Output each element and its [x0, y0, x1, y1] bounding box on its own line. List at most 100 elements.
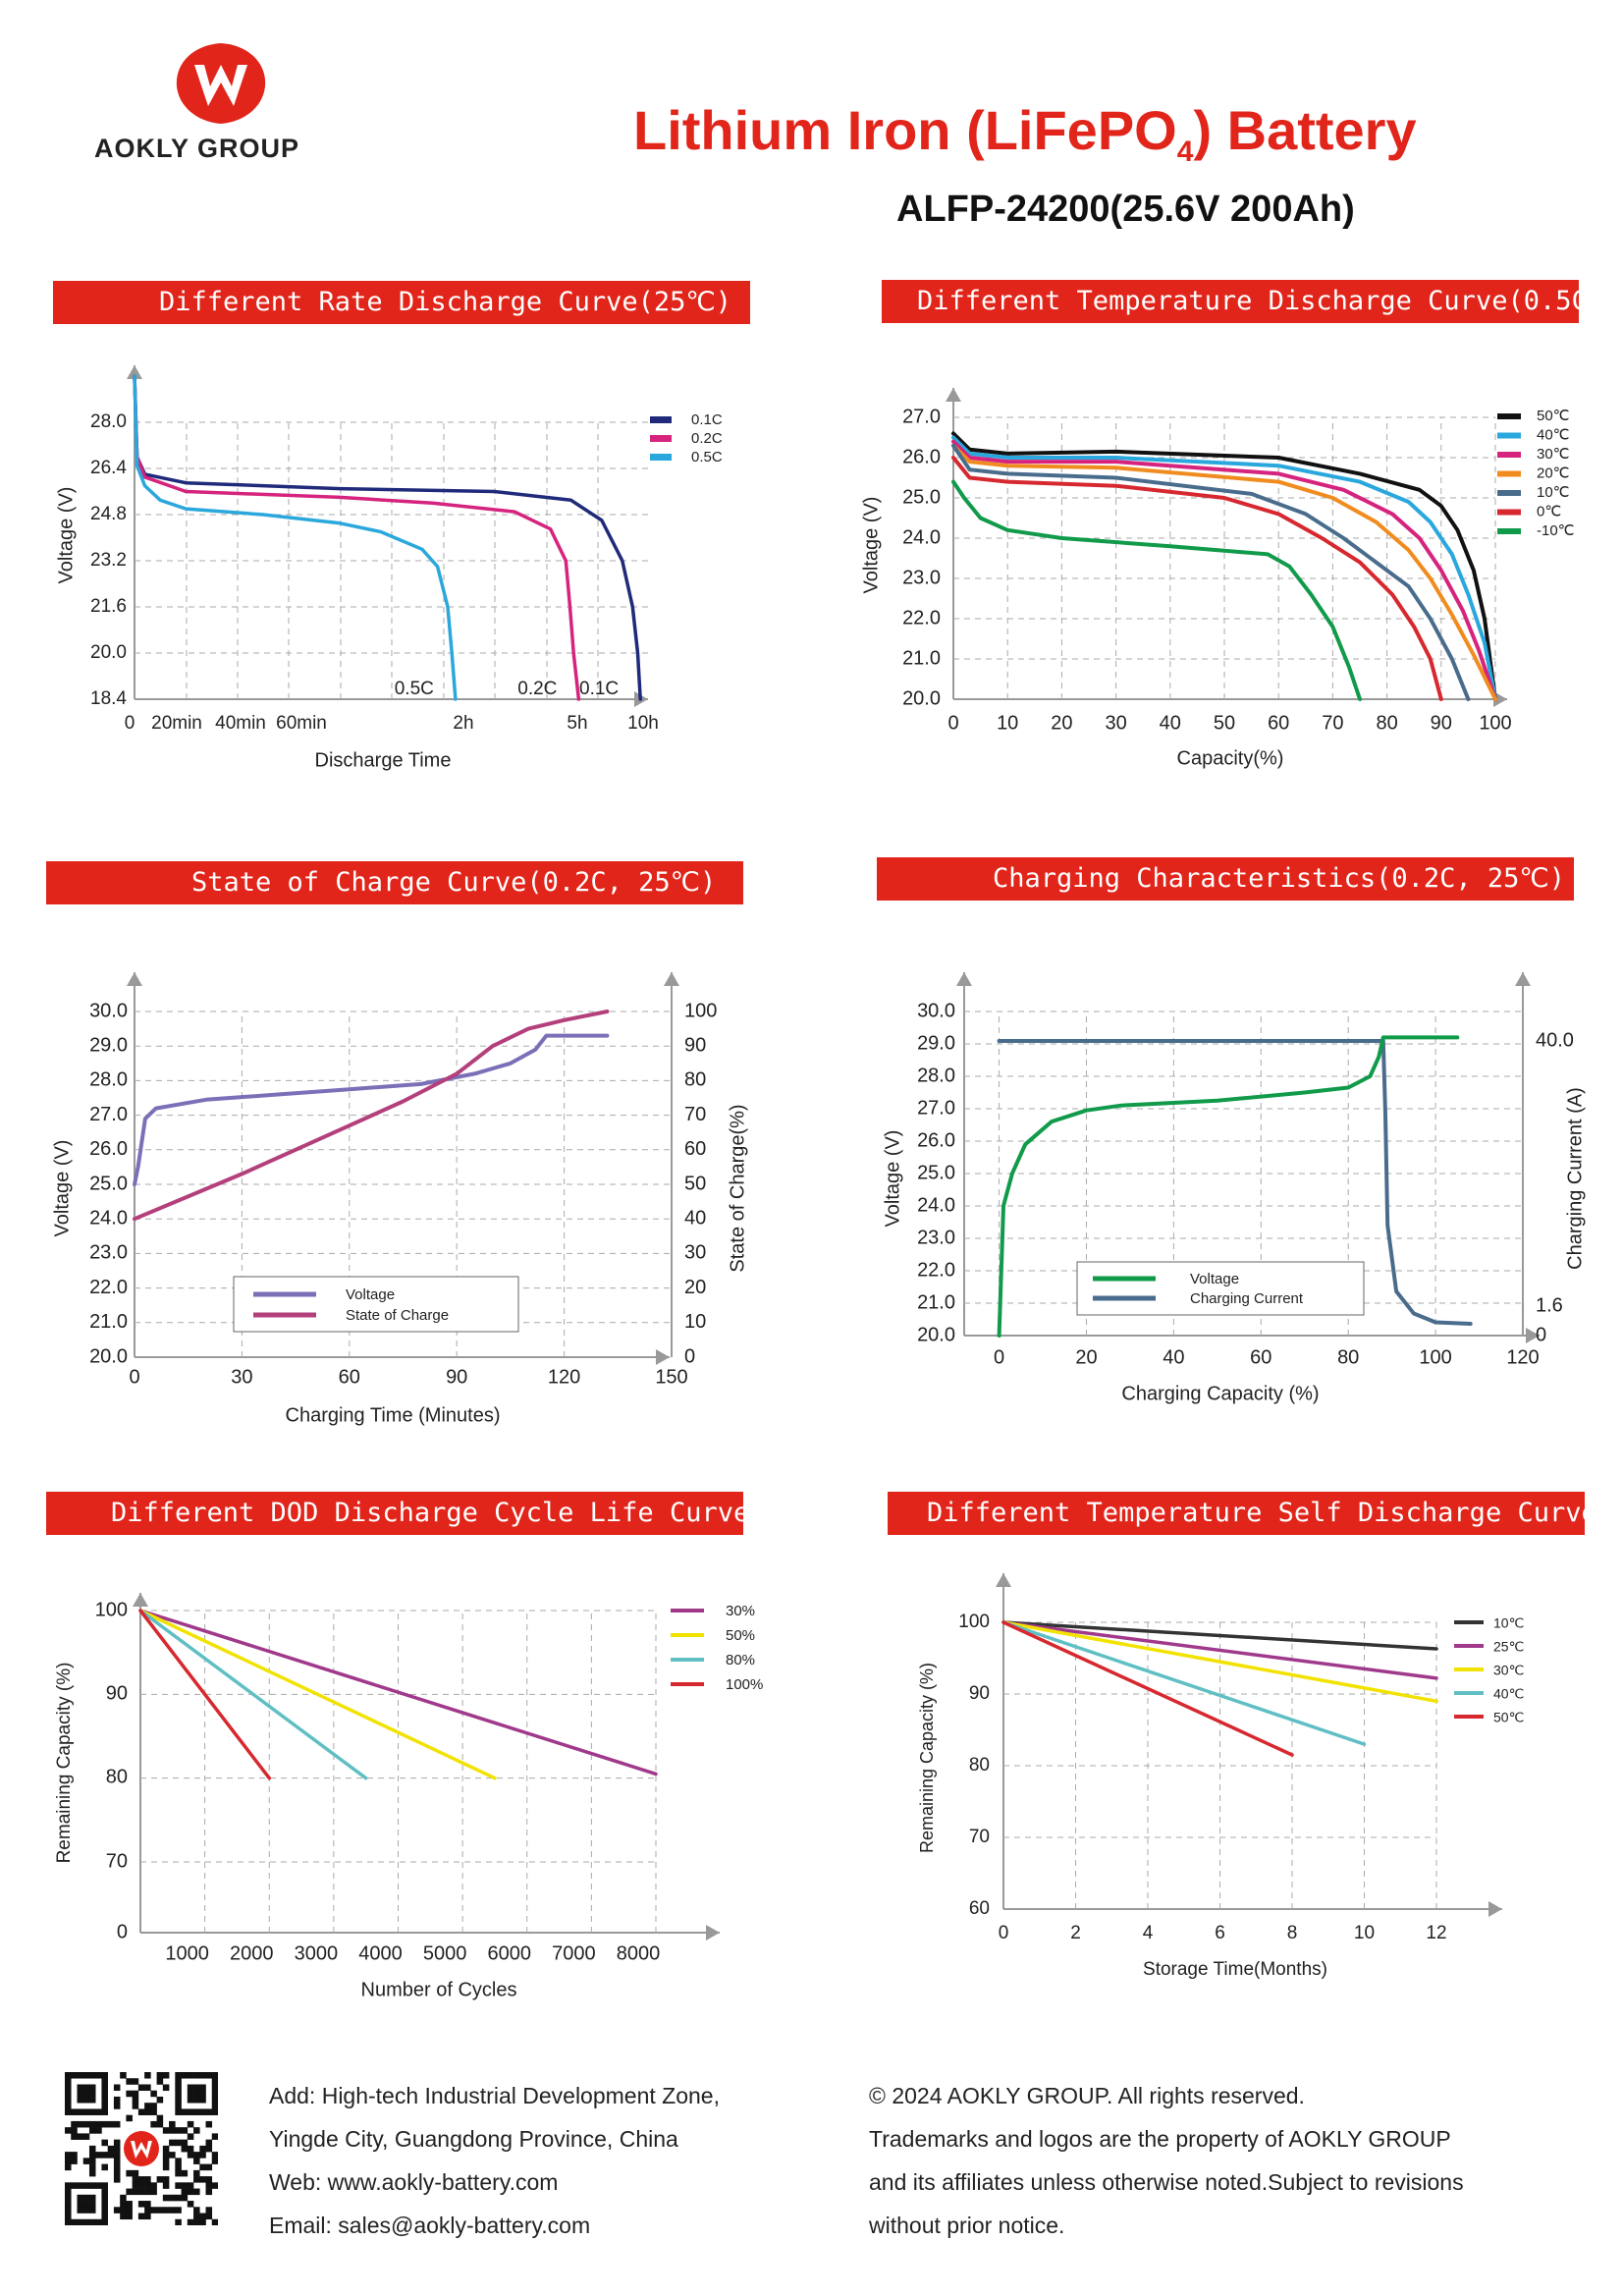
email-text: Email: sales@aokly-battery.com: [269, 2213, 591, 2238]
qr-code: [65, 2072, 219, 2226]
banner-temperature-discharge: Different Temperature Discharge Curve(0.…: [882, 280, 1579, 323]
dod-x-tick: 1000: [165, 1942, 209, 1964]
chg-legend-label: Charging Current: [1190, 1290, 1304, 1307]
rate-x-arrow-icon: [634, 691, 648, 707]
chg-y-tick: 26.0: [917, 1129, 955, 1151]
chg-y2-tick: 0: [1536, 1324, 1546, 1345]
temp-y-label: Voltage (V): [860, 497, 882, 594]
document-subtitle: ALFP-24200(25.6V 200Ah): [896, 189, 1355, 230]
chg-series-current-line: [997, 1039, 1473, 1326]
soc-y-tick: 24.0: [89, 1207, 128, 1229]
soc-y-tick: 28.0: [89, 1069, 128, 1091]
rate-y-tick: 18.4: [90, 688, 127, 709]
temp-series-30℃-line: [951, 439, 1497, 701]
rate-y-tick: 28.0: [90, 411, 127, 432]
temp-x-label: Capacity(%): [1177, 747, 1284, 769]
chg-y2-tick: 1.6: [1536, 1294, 1563, 1316]
chg-y-tick: 23.0: [917, 1227, 955, 1248]
chg-y-tick: 25.0: [917, 1162, 955, 1183]
rate-legend-label: 0.1C: [691, 411, 723, 428]
rate-y-tick: 21.6: [90, 596, 127, 617]
temp-legend-label: 50℃: [1537, 408, 1570, 424]
rate-end-label: 0.1C: [579, 679, 619, 699]
chg-x-tick: 120: [1506, 1346, 1539, 1368]
rate-x-tick: 0: [125, 713, 135, 734]
chg-y-label: Voltage (V): [882, 1130, 903, 1228]
dod-x-tick: 5000: [423, 1942, 467, 1964]
self-y-tick: 60: [969, 1898, 990, 1919]
soc-y2-tick: 30: [684, 1242, 706, 1264]
soc-x-tick: 60: [339, 1366, 360, 1388]
trademark-line-1: Trademarks and logos are the property of…: [869, 2126, 1451, 2152]
soc-x-tick: 0: [129, 1366, 139, 1388]
temp-y-tick: 27.0: [902, 406, 941, 427]
temp-legend-label: 40℃: [1537, 426, 1570, 443]
soc-legend-label: Voltage: [346, 1286, 395, 1303]
self-x-tick: 6: [1215, 1923, 1225, 1943]
chg-y-tick: 24.0: [917, 1194, 955, 1216]
dod-x-tick: 7000: [552, 1942, 596, 1964]
self-series-50℃-line: [1001, 1620, 1294, 1757]
rate-legend-swatch: [650, 435, 672, 442]
self-series-25℃-line: [1001, 1620, 1438, 1680]
document-title-subscript: 4: [1176, 136, 1194, 169]
self-legend-label: 25℃: [1493, 1639, 1524, 1655]
temp-x-tick: 100: [1479, 712, 1511, 734]
rate-series-0.2C-line: [133, 374, 581, 701]
soc-y2-tick: 90: [684, 1034, 706, 1056]
dod-legend-label: 50%: [726, 1627, 755, 1644]
soc-x-label: Charging Time (Minutes): [286, 1404, 501, 1426]
soc-y2-tick: 40: [684, 1207, 706, 1229]
rate-x-tick: 20min: [151, 713, 202, 734]
temp-y-tick: 22.0: [902, 607, 941, 629]
dod-series-30%-line: [138, 1609, 658, 1777]
soc-x-tick: 30: [231, 1366, 252, 1388]
rate-x-label: Discharge Time: [315, 749, 452, 771]
temp-y-tick: 20.0: [902, 687, 941, 709]
soc-y-arrow-icon: [127, 972, 142, 986]
chg-y-tick: 21.0: [917, 1291, 955, 1313]
rate-x-tick: 40min: [215, 713, 266, 734]
chg-x-tick: 100: [1419, 1346, 1451, 1368]
chg-x-tick: 20: [1075, 1346, 1097, 1368]
dod-y-tick: 0: [117, 1921, 128, 1942]
chg-legend-label: Voltage: [1190, 1271, 1239, 1287]
dod-y-arrow-icon: [133, 1593, 148, 1607]
soc-y2-tick: 0: [684, 1345, 695, 1367]
document-title-main: Lithium Iron (LiFePO: [633, 99, 1177, 161]
aokly-logo-icon: [176, 43, 266, 124]
rate-end-label: 0.2C: [517, 679, 557, 699]
soc-y2-tick: 100: [684, 1000, 717, 1021]
rate-legend-swatch: [650, 416, 672, 423]
temp-x-tick: 40: [1160, 712, 1181, 734]
rate-legend-label: 0.5C: [691, 449, 723, 465]
chg-y-tick: 29.0: [917, 1032, 955, 1054]
temp-legend-swatch: [1497, 452, 1521, 458]
soc-y2-tick: 20: [684, 1277, 706, 1298]
banner-self-discharge: Different Temperature Self Discharge Cur…: [888, 1492, 1585, 1535]
rate-x-tick: 60min: [276, 713, 327, 734]
dod-legend-label: 30%: [726, 1603, 755, 1619]
dod-x-tick: 4000: [358, 1942, 403, 1964]
temp-x-tick: 20: [1051, 712, 1072, 734]
temp-x-tick: 10: [997, 712, 1018, 734]
trademark-line-2: and its affiliates unless otherwise note…: [869, 2169, 1464, 2195]
temp-y-tick: 21.0: [902, 647, 941, 669]
temp-legend-swatch: [1497, 528, 1521, 534]
self-y-tick: 100: [958, 1612, 990, 1632]
banner-state-of-charge: State of Charge Curve(0.2C, 25℃): [46, 861, 743, 904]
soc-y-tick: 21.0: [89, 1311, 128, 1333]
temp-legend-swatch: [1497, 432, 1521, 439]
self-y-tick: 90: [969, 1683, 990, 1704]
rate-y-tick: 24.8: [90, 504, 127, 524]
self-legend-label: 30℃: [1493, 1663, 1524, 1678]
soc-y-tick: 30.0: [89, 1000, 128, 1021]
soc-legend: [233, 1276, 519, 1333]
dod-series-50%-line: [138, 1609, 497, 1780]
soc-x-tick: 150: [655, 1366, 687, 1388]
rate-x-tick: 2h: [453, 713, 473, 734]
soc-y-tick: 23.0: [89, 1242, 128, 1264]
temp-x-tick: 50: [1214, 712, 1235, 734]
dod-legend-label: 80%: [726, 1652, 755, 1668]
